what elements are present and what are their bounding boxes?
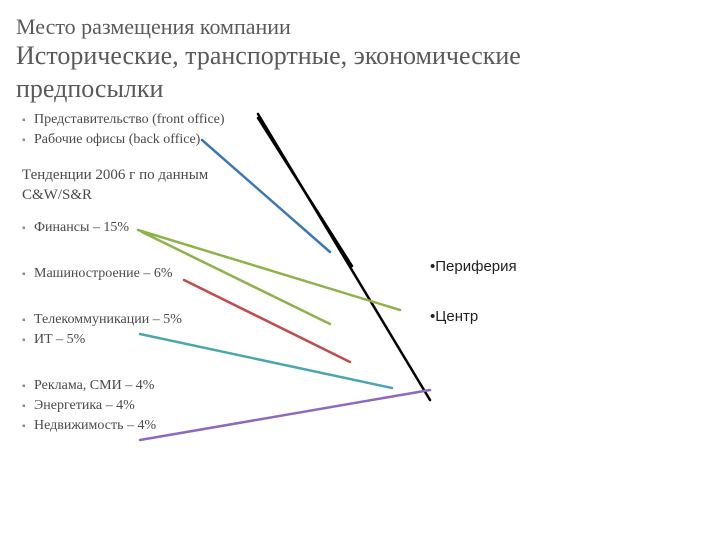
connector-line: [140, 390, 430, 440]
bullets-bottom: Финансы – 15% Машиностроение – 6% Телекомм…: [22, 220, 182, 438]
list-item: Финансы – 15%: [22, 220, 182, 236]
connector-line: [258, 114, 430, 400]
page-title-1: Место размещения компании: [16, 14, 291, 40]
connector-line: [184, 280, 350, 362]
right-label: •Центр: [430, 308, 478, 325]
list-item: ИТ – 5%: [22, 332, 182, 348]
list-item: Реклама, СМИ – 4%: [22, 378, 182, 394]
subheading: Тенденции 2006 г по данным C&W/S&R: [22, 165, 282, 206]
list-item: Машиностроение – 6%: [22, 266, 182, 282]
list-item: Телекоммуникации – 5%: [22, 312, 182, 328]
right-label: •Периферия: [430, 258, 517, 275]
list-item: Недвижимость – 4%: [22, 418, 182, 434]
list-item: Рабочие офисы (back office): [22, 132, 225, 148]
bullets-top: Представительство (front office) Рабочие …: [22, 112, 225, 152]
list-item: Представительство (front office): [22, 112, 225, 128]
list-item: Энергетика – 4%: [22, 398, 182, 414]
page-title-2: Исторические, транспортные, экономически…: [16, 40, 536, 105]
